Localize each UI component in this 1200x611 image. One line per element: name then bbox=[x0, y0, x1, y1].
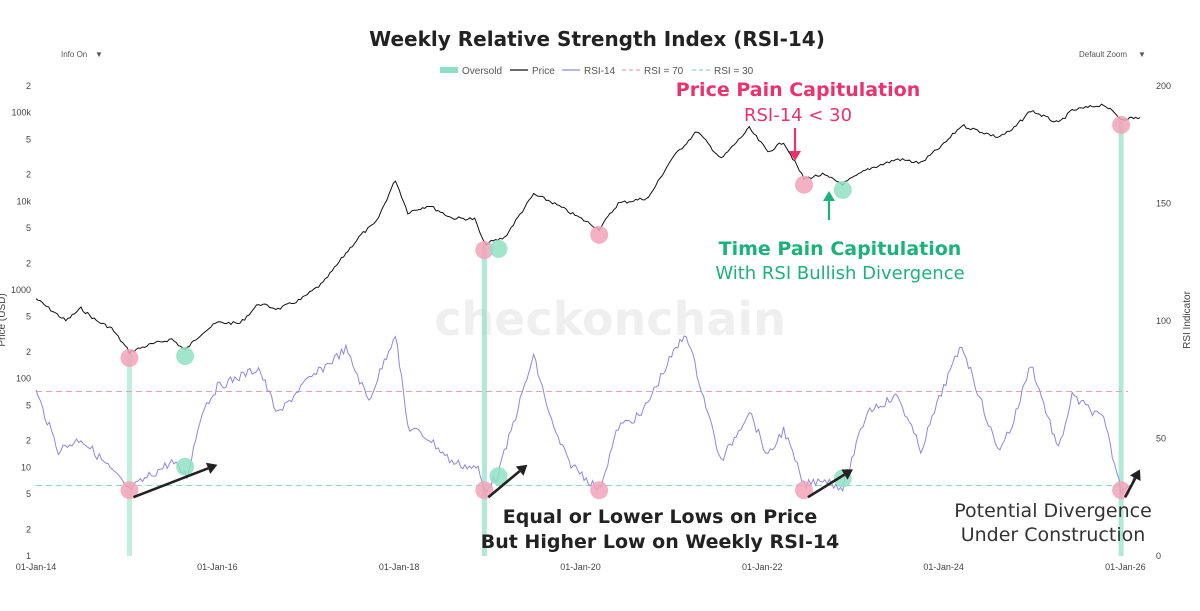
time-pain-arrow bbox=[823, 191, 835, 220]
rsi-marker-green bbox=[176, 457, 195, 476]
legend-item-oversold[interactable]: Oversold bbox=[440, 66, 502, 77]
y-left-tick-label: 2 bbox=[26, 258, 31, 268]
legend-swatch-oversold bbox=[440, 67, 458, 73]
legend: Oversold Price RSI-14 RSI = 70 RSI = 30 bbox=[440, 66, 754, 77]
info-label: Info On bbox=[61, 50, 87, 59]
capitulation-markers bbox=[120, 115, 1131, 500]
x-tick-label: 01-Jan-22 bbox=[742, 562, 783, 572]
y-right-tick-label: 50 bbox=[1156, 434, 1166, 444]
legend-label-rsi: RSI-14 bbox=[584, 66, 616, 77]
y-left-tick-label: 10k bbox=[16, 196, 31, 206]
y-right-tick-label: 150 bbox=[1156, 199, 1171, 209]
y-right-tick-label: 100 bbox=[1156, 316, 1171, 326]
y-left-tick-label: 5 bbox=[26, 223, 31, 233]
potential-divergence-line1: Potential Divergence bbox=[954, 500, 1152, 522]
oversold-band bbox=[481, 244, 487, 557]
divergence-arrow bbox=[807, 469, 853, 499]
divergence-arrow bbox=[487, 464, 528, 499]
price-marker-pink bbox=[1112, 115, 1131, 134]
rsi-marker-green bbox=[489, 467, 508, 486]
price-marker-green bbox=[833, 180, 852, 199]
legend-label-oversold: Oversold bbox=[462, 66, 502, 77]
x-tick-label: 01-Jan-14 bbox=[16, 562, 57, 572]
y-axis-right-title: RSI Indicator bbox=[1182, 290, 1193, 348]
y-axis-right-ticks: 0 50 100 150 200 bbox=[1156, 81, 1171, 561]
legend-label-price: Price bbox=[532, 66, 555, 77]
price-pain-subtitle: RSI-14 < 30 bbox=[744, 105, 852, 126]
divergence-arrow bbox=[1123, 469, 1141, 498]
y-axis-left-title: Price (USD) bbox=[0, 293, 8, 346]
legend-label-rsi30: RSI = 30 bbox=[714, 66, 754, 77]
y-left-tick-label: 2 bbox=[26, 347, 31, 357]
price-marker-pink bbox=[120, 348, 139, 367]
legend-item-rsi[interactable]: RSI-14 bbox=[562, 66, 616, 77]
rsi-marker-pink bbox=[794, 481, 813, 500]
y-left-tick-label: 100k bbox=[11, 108, 31, 118]
oversold-bands bbox=[126, 118, 1124, 557]
chevron-down-icon: ▼ bbox=[95, 50, 103, 59]
y-left-tick-label: 2 bbox=[26, 170, 31, 180]
time-pain-subtitle: With RSI Bullish Divergence bbox=[715, 263, 964, 284]
y-left-tick-label: 100 bbox=[16, 374, 31, 384]
watermark: checkonchain bbox=[434, 292, 786, 346]
y-axis-left-ticks: 1 2 5 10 2 5 100 2 5 1000 2 5 10k 2 5 100k 2 bbox=[11, 81, 32, 561]
divergence-arrows bbox=[132, 462, 1141, 499]
y-right-tick-label: 200 bbox=[1156, 81, 1171, 91]
reference-lines bbox=[36, 390, 1128, 487]
price-marker-green bbox=[176, 347, 195, 366]
chart-title: Weekly Relative Strength Index (RSI-14) bbox=[369, 27, 825, 51]
y-left-tick-label: 5 bbox=[26, 400, 31, 410]
rsi-marker-pink bbox=[475, 481, 494, 500]
y-left-tick-label: 2 bbox=[26, 436, 31, 446]
price-marker-pink bbox=[794, 175, 813, 194]
zoom-dropdown[interactable]: Default Zoom ▼ bbox=[1079, 50, 1146, 59]
x-tick-label: 01-Jan-26 bbox=[1105, 562, 1146, 572]
price-marker-pink bbox=[475, 241, 494, 260]
rsi-marker-pink bbox=[590, 481, 609, 500]
price-line bbox=[35, 103, 1141, 355]
oversold-band bbox=[126, 351, 132, 556]
legend-item-rsi30[interactable]: RSI = 30 bbox=[692, 66, 754, 77]
x-tick-label: 01-Jan-18 bbox=[379, 562, 420, 572]
price-pain-title: Price Pain Capitulation bbox=[676, 79, 920, 101]
legend-label-rsi70: RSI = 70 bbox=[644, 66, 684, 77]
x-tick-label: 01-Jan-16 bbox=[197, 562, 238, 572]
y-left-tick-label: 5 bbox=[26, 312, 31, 322]
info-toggle[interactable]: Info On ▼ bbox=[61, 50, 103, 59]
y-right-tick-label: 0 bbox=[1156, 551, 1161, 561]
lows-annotation-line2: But Higher Low on Weekly RSI-14 bbox=[481, 531, 840, 553]
y-left-tick-label: 10 bbox=[21, 462, 31, 472]
x-axis-ticks: 01-Jan-14 01-Jan-16 01-Jan-18 01-Jan-20 01-J… bbox=[16, 562, 1146, 572]
y-left-tick-label: 5 bbox=[26, 489, 31, 499]
y-left-tick-label: 2 bbox=[26, 524, 31, 534]
zoom-label: Default Zoom bbox=[1079, 50, 1127, 59]
rsi-line bbox=[35, 335, 1141, 496]
y-left-tick-label: 2 bbox=[26, 81, 31, 91]
y-left-tick-label: 1 bbox=[26, 551, 31, 561]
oversold-band bbox=[1118, 118, 1124, 556]
price-marker-pink bbox=[590, 225, 609, 244]
price-pain-arrow bbox=[789, 128, 801, 161]
rsi-marker-pink bbox=[120, 481, 139, 500]
divergence-arrow bbox=[132, 462, 218, 499]
legend-item-rsi70[interactable]: RSI = 70 bbox=[622, 66, 684, 77]
series-lines bbox=[35, 103, 1141, 496]
chevron-down-icon: ▼ bbox=[1138, 50, 1146, 59]
y-left-tick-label: 5 bbox=[26, 134, 31, 144]
y-left-tick-label: 1000 bbox=[11, 285, 31, 295]
time-pain-title: Time Pain Capitulation bbox=[719, 238, 962, 260]
lows-annotation-line1: Equal or Lower Lows on Price bbox=[503, 506, 817, 528]
legend-item-price[interactable]: Price bbox=[510, 66, 555, 77]
price-marker-green bbox=[489, 239, 508, 258]
potential-divergence-line2: Under Construction bbox=[961, 524, 1146, 546]
x-tick-label: 01-Jan-20 bbox=[560, 562, 601, 572]
x-tick-label: 01-Jan-24 bbox=[923, 562, 964, 572]
